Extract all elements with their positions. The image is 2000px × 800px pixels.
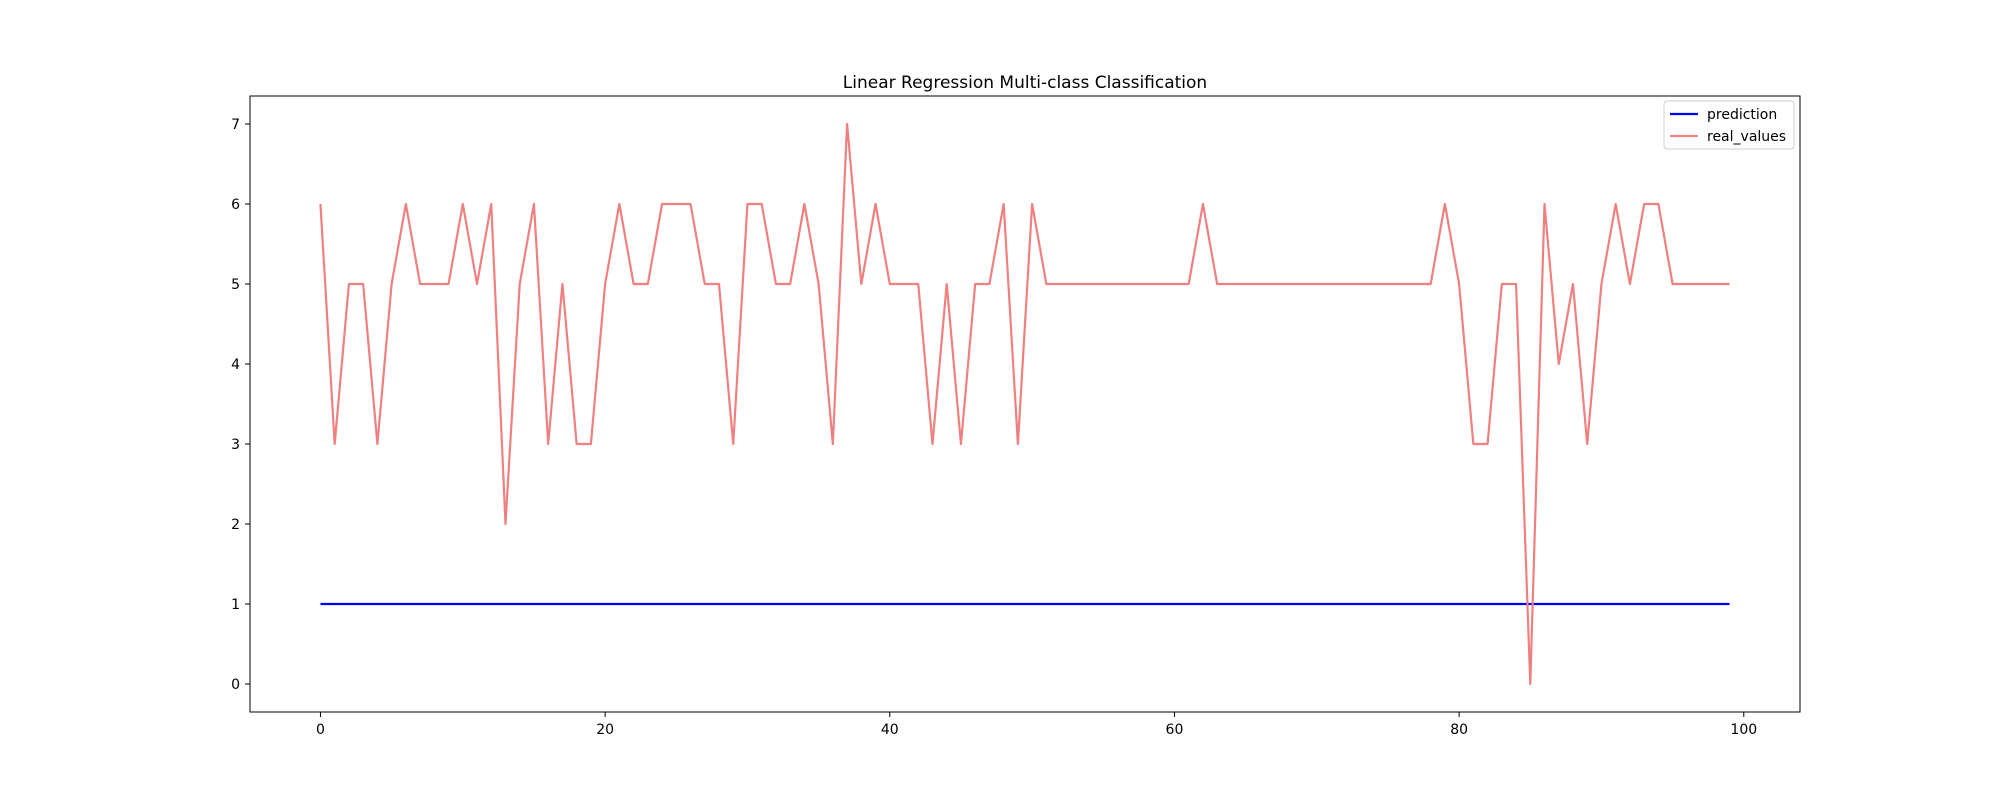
y-tick-label-4: 4 [231, 357, 240, 373]
series-line-real_values [319, 122, 1730, 686]
x-tick-label-80: 80 [1450, 722, 1468, 738]
x-tick-label-60: 60 [1166, 722, 1184, 738]
x-tick-label-20: 20 [596, 722, 614, 738]
x-tick-label-40: 40 [881, 722, 899, 738]
legend-label-real_values: real_values [1707, 129, 1786, 145]
chart-title: Linear Regression Multi-class Classifica… [843, 73, 1207, 93]
legend: prediction real_values [1663, 100, 1795, 150]
axes: 0 20 40 60 80 100 0 1 2 3 4 5 6 7 [231, 95, 1801, 738]
legend-label-prediction: prediction [1707, 107, 1777, 123]
y-tick-label-6: 6 [231, 197, 240, 213]
x-tick-label-100: 100 [1730, 722, 1757, 738]
y-tick-label-7: 7 [231, 117, 240, 133]
y-tick-label-2: 2 [231, 517, 240, 533]
axes-frame [249, 95, 1801, 713]
plot-area [319, 122, 1730, 686]
y-tick-label-3: 3 [231, 437, 240, 453]
y-tick-label-1: 1 [231, 597, 240, 613]
x-tick-label-0: 0 [316, 722, 325, 738]
y-tick-label-0: 0 [231, 677, 240, 693]
y-tick-label-5: 5 [231, 277, 240, 293]
